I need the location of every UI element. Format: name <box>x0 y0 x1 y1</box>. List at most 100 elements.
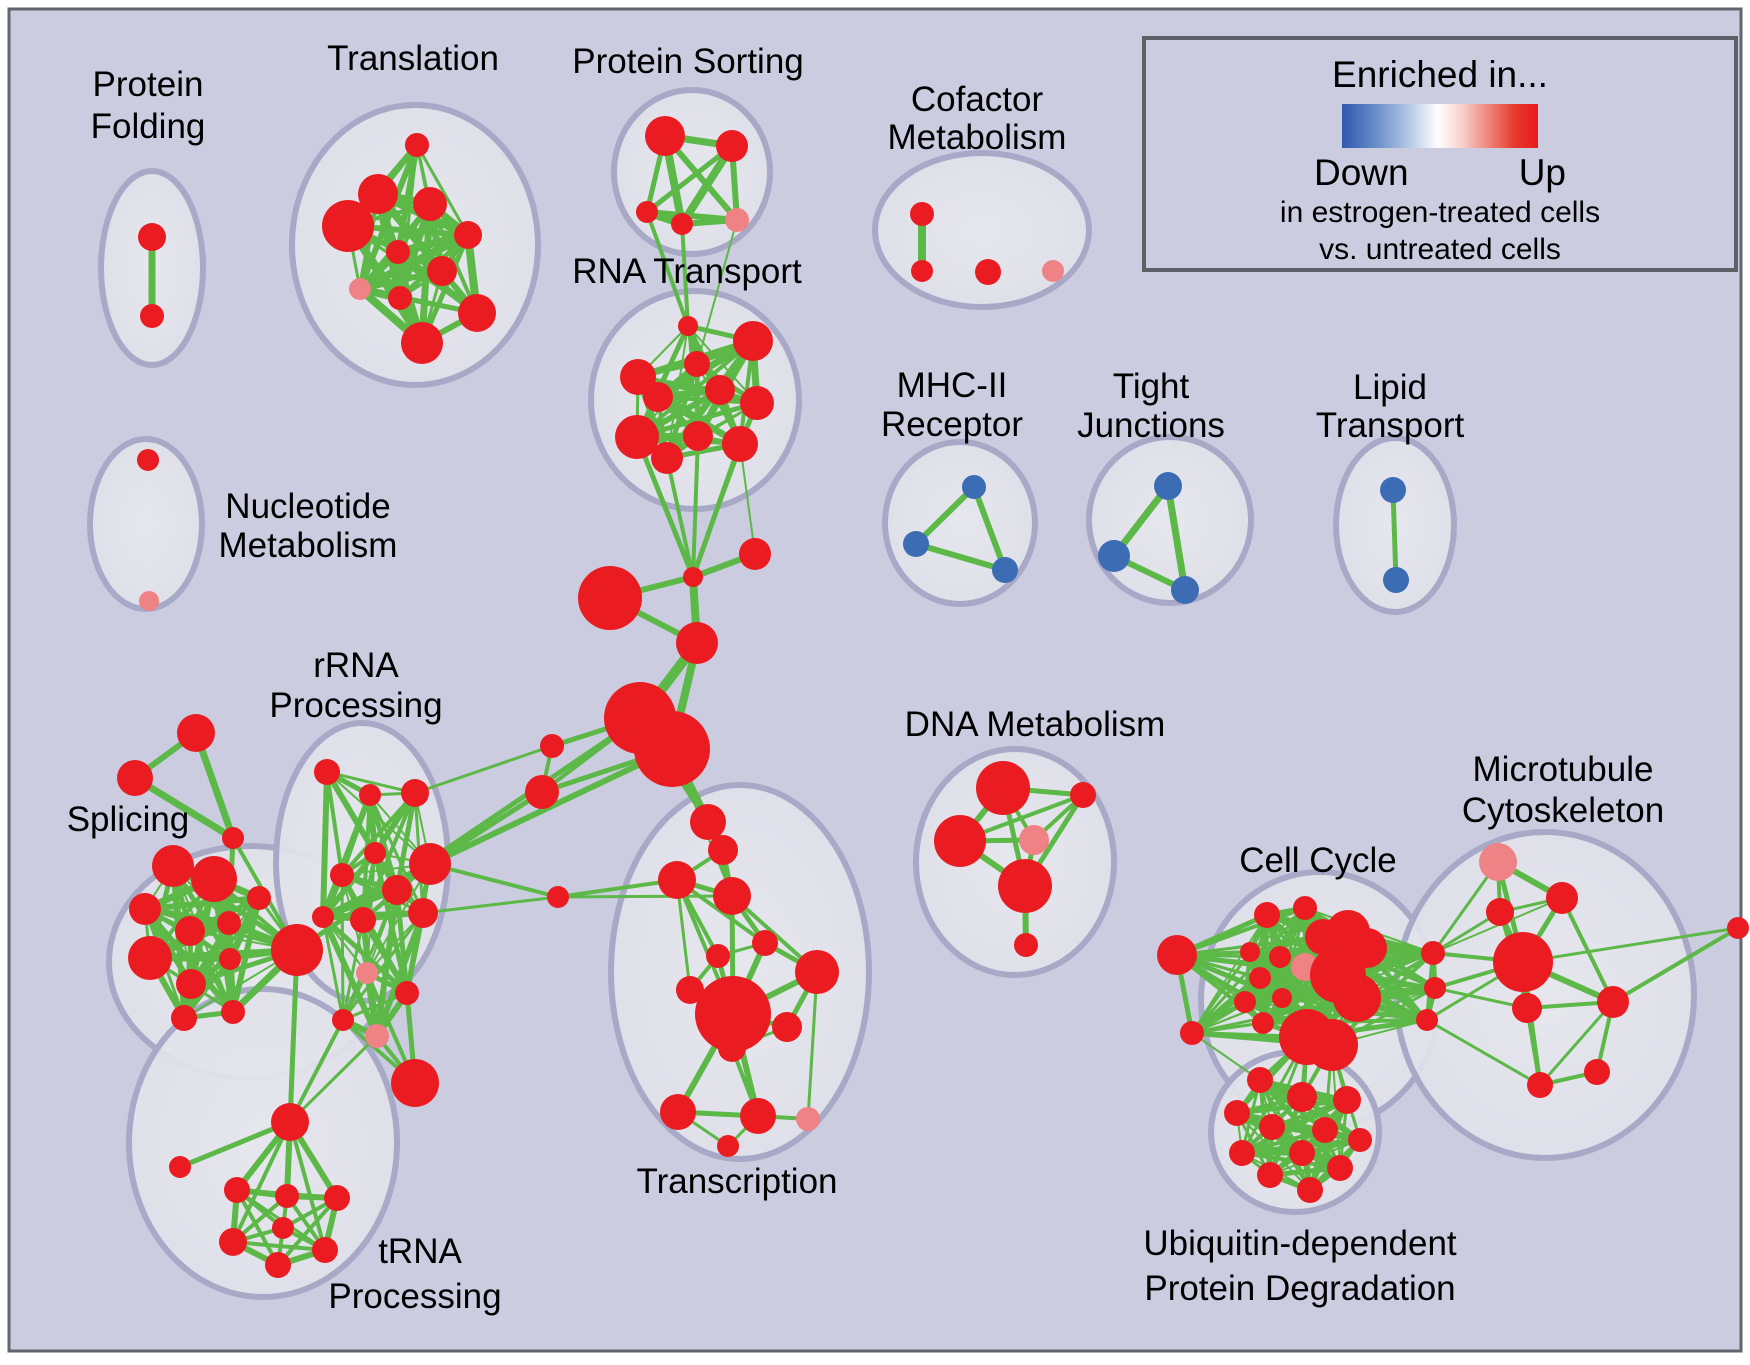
network-node-pink <box>365 1024 389 1048</box>
network-node-red <box>1333 974 1381 1022</box>
network-node-blue <box>1154 472 1182 500</box>
network-node-red <box>1546 882 1578 914</box>
network-node-red <box>525 775 559 809</box>
network-node-red <box>540 734 564 758</box>
network-node-red <box>998 859 1052 913</box>
network-node-red <box>706 944 730 968</box>
network-node-red <box>1306 1019 1358 1071</box>
protein-folding-label: Folding <box>91 107 206 146</box>
network-node-red <box>271 924 323 976</box>
network-node-red <box>382 875 412 905</box>
network-node-red <box>454 221 482 249</box>
network-node-red <box>683 421 713 451</box>
network-edge <box>276 1196 339 1267</box>
network-edge <box>320 914 380 1039</box>
network-node-red <box>683 567 703 587</box>
network-node-red <box>401 779 429 807</box>
network-node-red <box>716 130 748 162</box>
network-node-red <box>219 948 241 970</box>
network-edge <box>131 774 237 842</box>
network-node-red <box>713 877 751 915</box>
lipid-transport-label: Transport <box>1316 406 1465 445</box>
mhc-ii-receptor-label: MHC-II <box>897 366 1008 405</box>
network-edge <box>231 1120 292 1244</box>
mhc-ii-receptor-label: Receptor <box>881 405 1023 444</box>
network-node-red <box>1259 1114 1285 1140</box>
network-node-red <box>752 930 778 956</box>
network-node-red <box>1333 1086 1361 1114</box>
network-edge <box>341 918 365 1022</box>
network-node-red <box>265 1252 291 1278</box>
network-edge <box>360 917 410 996</box>
network-node-red <box>643 382 673 412</box>
network-node-blue <box>903 531 929 557</box>
network-edge <box>288 1034 379 1124</box>
network-node-red <box>634 711 710 787</box>
network-node-red <box>1157 935 1197 975</box>
network-node-red <box>458 294 496 332</box>
network-edge <box>413 744 554 795</box>
network-node-red <box>1247 1067 1273 1093</box>
network-node-red <box>795 950 839 994</box>
network-node-red <box>1269 946 1291 968</box>
protein-folding-label: Protein <box>93 65 204 104</box>
network-edge <box>394 790 418 893</box>
network-edge <box>325 770 417 795</box>
network-node-pink <box>356 962 378 984</box>
network-node-red <box>322 200 374 252</box>
network-edge <box>556 894 734 899</box>
network-node-red <box>409 843 451 885</box>
network-node-red <box>1312 1117 1338 1143</box>
network-edge <box>427 746 675 867</box>
network-edge <box>696 219 738 365</box>
network-node-red <box>547 886 569 908</box>
network-edge <box>556 878 679 899</box>
network-node-red <box>740 1098 776 1134</box>
trna-processing-label: Processing <box>328 1277 501 1316</box>
ubiquitin-degradation-label: Protein Degradation <box>1144 1269 1455 1308</box>
network-node-red <box>1254 902 1280 928</box>
network-node-red <box>330 863 354 887</box>
network-edge <box>634 434 696 580</box>
microtubule-cytoskeleton-label: Cytoskeleton <box>1462 791 1664 830</box>
network-node-red <box>314 759 340 785</box>
network-node-red <box>636 201 658 223</box>
network-node-red <box>911 260 933 282</box>
network-node-red <box>1416 1009 1438 1031</box>
network-node-red <box>152 845 194 887</box>
network-node-red <box>358 174 398 214</box>
network-edge <box>1560 896 1615 1004</box>
network-node-red <box>129 893 161 925</box>
network-node-red <box>671 213 693 235</box>
protein-sorting-label: Protein Sorting <box>572 42 804 81</box>
network-node-red <box>705 375 735 405</box>
network-node-blue <box>992 557 1018 583</box>
network-edge <box>913 484 977 547</box>
network-node-red <box>1348 1128 1372 1152</box>
network-node-red <box>1257 1162 1283 1188</box>
network-node-red <box>1297 1177 1323 1203</box>
network-edge <box>428 862 560 899</box>
network-node-pink <box>1019 825 1049 855</box>
network-edge <box>1521 926 1740 964</box>
network-node-red <box>1293 896 1317 920</box>
network-edge <box>739 443 756 555</box>
network-edge <box>806 970 819 1121</box>
network-edge <box>1538 1000 1615 1087</box>
network-node-red <box>364 842 386 864</box>
network-node-red <box>1527 1072 1553 1098</box>
splicing-label: Splicing <box>67 800 190 839</box>
network-node-red <box>1224 1100 1250 1126</box>
network-edge <box>177 1119 293 1170</box>
cofactor-metabolism-ellipse <box>872 150 1092 310</box>
network-node-red <box>171 1005 197 1031</box>
network-edge <box>427 789 545 867</box>
nucleotide-metabolism-label: Metabolism <box>219 526 398 565</box>
network-edge <box>142 895 262 912</box>
network-node-red <box>191 856 237 902</box>
rna-transport-label: RNA Transport <box>572 252 802 291</box>
network-node-blue <box>1380 477 1406 503</box>
network-node-red <box>224 1177 250 1203</box>
